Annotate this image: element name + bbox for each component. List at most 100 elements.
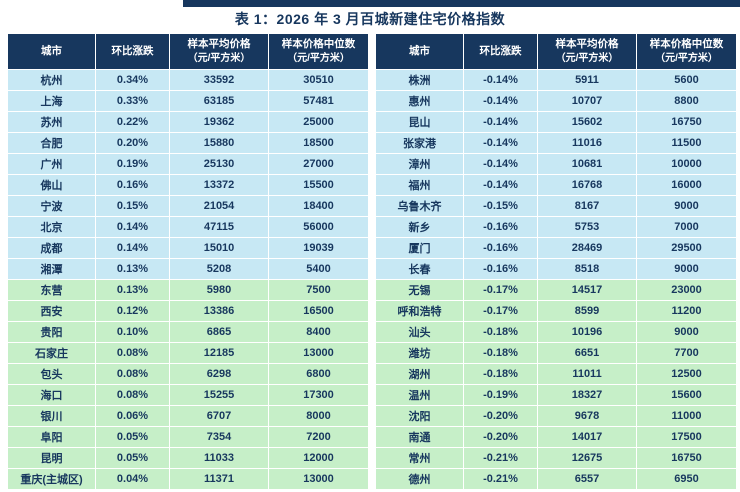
cell-avg: 12185 [169, 342, 269, 364]
cell-median: 57481 [268, 90, 369, 112]
cell-city: 苏州 [7, 111, 96, 133]
cell-change: 0.08% [95, 363, 170, 385]
table-row: 湖州 -0.18% 11011 12500 [375, 363, 737, 385]
table-row: 阜阳 0.05% 7354 7200 [7, 426, 369, 448]
cell-median: 16500 [268, 300, 369, 322]
cell-median: 13000 [268, 468, 369, 490]
cell-city: 阜阳 [7, 426, 96, 448]
cell-median: 16750 [636, 111, 737, 133]
cell-city: 汕头 [375, 321, 464, 343]
cell-city: 无锡 [375, 279, 464, 301]
cell-change: 0.34% [95, 69, 170, 91]
cell-city: 银川 [7, 405, 96, 427]
cell-avg: 11033 [169, 447, 269, 469]
table-row: 沈阳 -0.20% 9678 11000 [375, 405, 737, 427]
cell-change: 0.12% [95, 300, 170, 322]
cell-change: 0.10% [95, 321, 170, 343]
cell-median: 15600 [636, 384, 737, 406]
cell-change: -0.16% [463, 258, 538, 280]
col-header-median-price: 样本价格中位数 （元/平方米） [268, 33, 369, 70]
cell-city: 昆山 [375, 111, 464, 133]
cell-avg: 15880 [169, 132, 269, 154]
cell-change: -0.20% [463, 426, 538, 448]
table-row: 贵阳 0.10% 6865 8400 [7, 321, 369, 343]
table-row: 漳州 -0.14% 10681 10000 [375, 153, 737, 175]
col-header-median-label: 样本价格中位数 [649, 38, 724, 51]
cell-median: 9000 [636, 258, 737, 280]
col-header-median-unit: （元/平方米） [287, 53, 350, 65]
table-row: 潍坊 -0.18% 6651 7700 [375, 342, 737, 364]
cell-avg: 10707 [537, 90, 637, 112]
cell-avg: 12675 [537, 447, 637, 469]
cell-change: 0.14% [95, 216, 170, 238]
cell-change: 0.16% [95, 174, 170, 196]
table-row: 成都 0.14% 15010 19039 [7, 237, 369, 259]
cell-median: 13000 [268, 342, 369, 364]
cell-median: 7500 [268, 279, 369, 301]
cell-avg: 9678 [537, 405, 637, 427]
cell-city: 福州 [375, 174, 464, 196]
cell-median: 12000 [268, 447, 369, 469]
cell-city: 昆明 [7, 447, 96, 469]
tables-container: 城市 环比涨跌 样本平均价格 （元/平方米） 样本价格中位数 （元/平方米） 杭… [7, 33, 737, 490]
table-row: 惠州 -0.14% 10707 8800 [375, 90, 737, 112]
cell-median: 12500 [636, 363, 737, 385]
cell-change: -0.16% [463, 237, 538, 259]
cell-median: 25000 [268, 111, 369, 133]
table-title: 表 1：2026 年 3 月百城新建住宅价格指数 [234, 11, 506, 27]
cell-city: 合肥 [7, 132, 96, 154]
cell-change: 0.22% [95, 111, 170, 133]
cell-avg: 33592 [169, 69, 269, 91]
cell-city: 成都 [7, 237, 96, 259]
cell-avg: 63185 [169, 90, 269, 112]
table-row: 宁波 0.15% 21054 18400 [7, 195, 369, 217]
cell-median: 15500 [268, 174, 369, 196]
table-row: 乌鲁木齐 -0.15% 8167 9000 [375, 195, 737, 217]
cell-median: 30510 [268, 69, 369, 91]
cell-city: 常州 [375, 447, 464, 469]
cell-city: 呼和浩特 [375, 300, 464, 322]
table-row: 长春 -0.16% 8518 9000 [375, 258, 737, 280]
col-header-avg-price: 样本平均价格 （元/平方米） [537, 33, 637, 70]
col-header-change: 环比涨跌 [463, 33, 538, 70]
cell-change: 0.05% [95, 426, 170, 448]
cell-median: 6800 [268, 363, 369, 385]
table-row: 合肥 0.20% 15880 18500 [7, 132, 369, 154]
cell-city: 包头 [7, 363, 96, 385]
cell-avg: 47115 [169, 216, 269, 238]
cell-city: 海口 [7, 384, 96, 406]
cell-median: 8400 [268, 321, 369, 343]
cell-city: 新乡 [375, 216, 464, 238]
table-row: 东营 0.13% 5980 7500 [7, 279, 369, 301]
table-row: 厦门 -0.16% 28469 29500 [375, 237, 737, 259]
cell-change: -0.18% [463, 321, 538, 343]
cell-change: -0.14% [463, 174, 538, 196]
cell-median: 27000 [268, 153, 369, 175]
cell-median: 9000 [636, 321, 737, 343]
cell-median: 11500 [636, 132, 737, 154]
cell-avg: 15255 [169, 384, 269, 406]
cell-change: 0.19% [95, 153, 170, 175]
cell-city: 北京 [7, 216, 96, 238]
cell-avg: 5911 [537, 69, 637, 91]
cell-median: 8000 [268, 405, 369, 427]
col-header-median-unit: （元/平方米） [655, 53, 718, 65]
cell-avg: 16768 [537, 174, 637, 196]
cell-change: 0.05% [95, 447, 170, 469]
cell-city: 厦门 [375, 237, 464, 259]
cell-avg: 11011 [537, 363, 637, 385]
cell-city: 沈阳 [375, 405, 464, 427]
cell-avg: 8518 [537, 258, 637, 280]
cell-change: 0.08% [95, 384, 170, 406]
cell-median: 7200 [268, 426, 369, 448]
col-header-median-label: 样本价格中位数 [281, 38, 356, 51]
cell-avg: 5980 [169, 279, 269, 301]
table-row: 昆明 0.05% 11033 12000 [7, 447, 369, 469]
table-row: 福州 -0.14% 16768 16000 [375, 174, 737, 196]
cell-avg: 15602 [537, 111, 637, 133]
cell-change: 0.13% [95, 279, 170, 301]
table-row: 昆山 -0.14% 15602 16750 [375, 111, 737, 133]
col-header-avg-price: 样本平均价格 （元/平方米） [169, 33, 269, 70]
table-row: 呼和浩特 -0.17% 8599 11200 [375, 300, 737, 322]
price-table-right: 城市 环比涨跌 样本平均价格 （元/平方米） 样本价格中位数 （元/平方米） 株… [375, 33, 737, 490]
